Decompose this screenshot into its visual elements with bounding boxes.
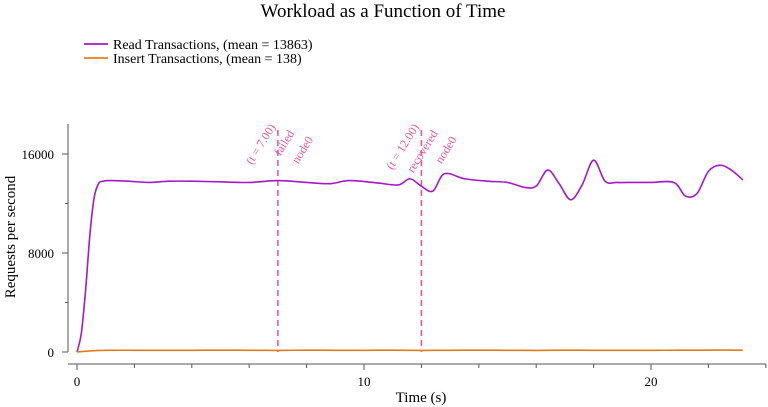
x-tick-label: 0 [74, 374, 81, 389]
annotation-text: (t = 7.00) [243, 121, 279, 167]
legend-label-insert: Insert Transactions, (mean = 138) [113, 52, 302, 67]
y-tick-label: 0 [48, 345, 55, 360]
series-line-insert [76, 349, 743, 353]
legend-label-read: Read Transactions, (mean = 13863) [113, 38, 313, 53]
x-tick-label: 10 [358, 374, 371, 389]
y-axis-label: Requests per second [3, 175, 19, 298]
y-tick-label: 16000 [22, 147, 55, 162]
ticks: 0 8000 16000 0 10 20 [22, 147, 767, 389]
series [76, 159, 744, 353]
axes [67, 124, 766, 365]
y-tick-label: 8000 [28, 246, 54, 261]
legend: Read Transactions, (mean = 13863) Insert… [84, 38, 313, 67]
x-axis-label: Time (s) [396, 390, 447, 406]
series-line-read [76, 159, 744, 353]
chart-title: Workload as a Function of Time [261, 1, 506, 22]
x-tick-label: 20 [645, 374, 658, 389]
